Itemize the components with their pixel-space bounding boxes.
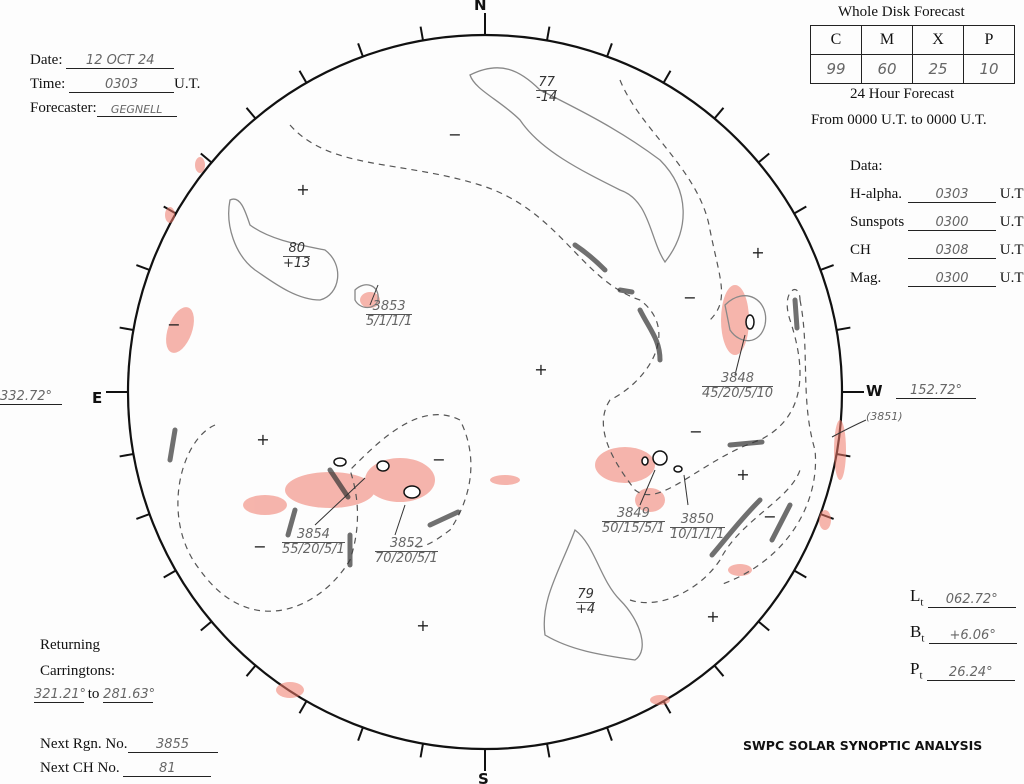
- returning-label: Returning: [40, 637, 100, 653]
- footer-title: SWPC SOLAR SYNOPTIC ANALYSIS: [743, 738, 983, 753]
- limb-tick: [793, 205, 807, 215]
- coronal-hole-80: [228, 198, 339, 301]
- region-3848: 3848 45/20/5/10: [702, 371, 774, 401]
- north-label: N: [474, 0, 487, 14]
- svg-text:+: +: [706, 607, 719, 626]
- data-row-mag: Mag. 0300 U.T: [850, 270, 1024, 287]
- carrington-range: 321.21° to 281.63°: [34, 686, 156, 703]
- coronal-hole-77: [469, 67, 684, 264]
- coronal-hole-79-label: 79 +4: [576, 587, 596, 617]
- region-arrows: [314, 284, 867, 536]
- region-3849: 3849 50/15/5/1: [602, 506, 665, 536]
- limb-tick: [136, 513, 150, 520]
- data-row-ch: CH 0308 U.T: [850, 242, 1024, 259]
- region-3853-outline: [354, 284, 379, 309]
- east-label: E: [92, 389, 103, 407]
- region-3852: 3852 70/20/5/1: [375, 536, 438, 566]
- forecaster-value: GEGNELL: [96, 103, 177, 117]
- svg-text:−: −: [432, 450, 445, 469]
- limb-tick: [298, 70, 308, 84]
- region-3848-outline: [724, 295, 767, 342]
- limb-tick: [546, 26, 551, 41]
- south-label: S: [478, 770, 489, 784]
- svg-text:−: −: [167, 315, 180, 334]
- region-3851: (3851): [866, 410, 903, 423]
- plage-areas: [165, 157, 846, 705]
- data-title: Data:: [850, 158, 883, 174]
- pt-row: Pt 26.24°: [910, 659, 1015, 682]
- limb-tick: [836, 326, 851, 331]
- coronal-hole-79: [543, 528, 643, 661]
- svg-text:−: −: [683, 288, 696, 307]
- limb-tick: [662, 70, 672, 84]
- bt-row: Bt +6.06°: [910, 622, 1017, 645]
- svg-text:+: +: [751, 243, 764, 262]
- region-3854: 3854 55/20/5/1: [282, 527, 345, 557]
- forecast-title: Whole Disk Forecast: [838, 4, 965, 20]
- forecaster-row: Forecaster: GEGNELL: [30, 100, 177, 117]
- limb-tick: [546, 743, 551, 758]
- svg-text:−: −: [763, 507, 776, 526]
- limb-tick: [200, 152, 213, 164]
- date-row: Date: 12 OCT 24: [30, 52, 175, 69]
- sunspots: [333, 314, 755, 499]
- limb-tick: [419, 26, 424, 41]
- limb-tick: [357, 727, 364, 741]
- limb-tick: [713, 107, 725, 120]
- neutral-lines: [177, 79, 817, 612]
- east-longitude: 332.72°: [0, 389, 62, 405]
- limb-ticks: [106, 13, 864, 771]
- coronal-hole-outlines: [228, 67, 767, 661]
- svg-text:+: +: [736, 465, 749, 484]
- forecast-subtitle: 24 Hour Forecast: [850, 86, 955, 102]
- solar-limb: [126, 33, 844, 751]
- carringtons-label: Carringtons:: [40, 663, 115, 679]
- coronal-hole-80-label: 80 +13: [283, 241, 311, 271]
- west-label: W: [866, 382, 883, 400]
- data-row-halpha: H-alpha. 0303 U.T: [850, 186, 1024, 203]
- svg-text:−: −: [689, 422, 702, 441]
- limb-tick: [713, 664, 725, 677]
- limb-tick: [757, 620, 770, 632]
- limb-tick: [606, 727, 613, 741]
- limb-tick: [820, 264, 834, 271]
- limb-tick: [298, 700, 308, 714]
- svg-text:+: +: [534, 360, 547, 379]
- time-value: 0303: [69, 77, 175, 93]
- svg-text:+: +: [296, 180, 309, 199]
- svg-text:+: +: [256, 430, 269, 449]
- limb-tick: [793, 569, 807, 579]
- svg-text:+: +: [416, 616, 429, 635]
- time-row: Time: 0303 U.T.: [30, 76, 201, 93]
- limb-tick: [357, 43, 364, 57]
- west-longitude: 152.72°: [896, 383, 976, 399]
- next-region-row: Next Rgn. No. 3855: [40, 736, 218, 753]
- limb-tick: [200, 620, 213, 632]
- svg-text:−: −: [448, 125, 461, 144]
- polarity-marks: + + + + + + + − − − − − − −: [167, 125, 776, 635]
- limb-tick: [245, 664, 257, 677]
- limb-tick: [245, 107, 257, 120]
- limb-tick: [163, 569, 177, 579]
- lt-row: Lt 062.72°: [910, 586, 1016, 609]
- next-ch-row: Next CH No. 81: [40, 760, 212, 777]
- limb-tick: [757, 152, 770, 164]
- date-value: 12 OCT 24: [66, 53, 175, 69]
- region-3853: 3853 5/1/1/1: [366, 299, 413, 329]
- filaments: [167, 242, 800, 568]
- limb-tick: [606, 43, 613, 57]
- svg-text:−: −: [253, 537, 266, 556]
- limb-tick: [119, 326, 134, 331]
- limb-tick: [136, 264, 150, 271]
- limb-tick: [419, 743, 424, 758]
- forecast-period: From 0000 U.T. to 0000 U.T.: [811, 112, 987, 128]
- region-3850: 3850 10/1/1/1: [670, 512, 725, 542]
- coronal-hole-77-label: 77 -14: [536, 75, 558, 105]
- data-row-sunspots: Sunspots 0300 U.T: [850, 214, 1024, 231]
- limb-tick: [119, 453, 134, 458]
